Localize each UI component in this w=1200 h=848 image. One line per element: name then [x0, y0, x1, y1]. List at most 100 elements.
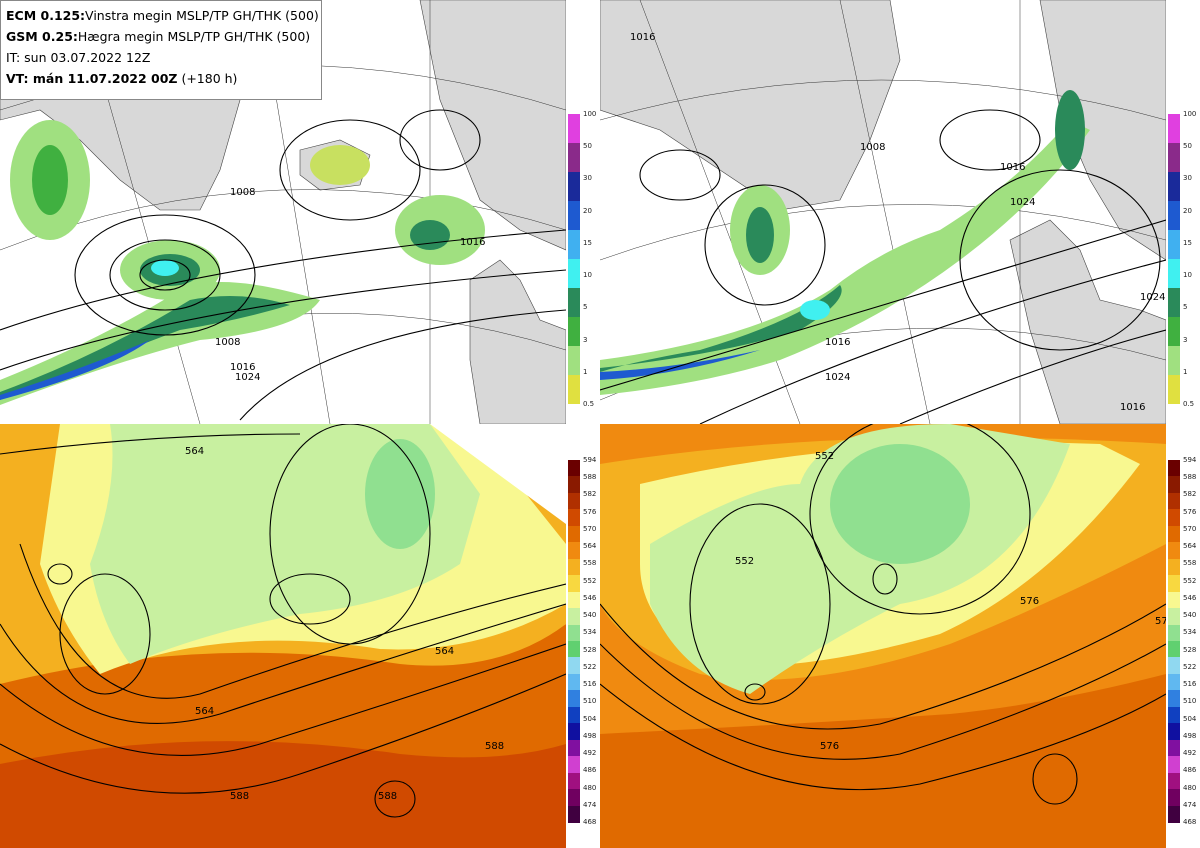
isobar-label: 1024	[1010, 197, 1035, 208]
precip-band-green	[600, 120, 1090, 395]
thickness-colorbar: 594 588 582 576 570 564 558 552 546 540 534 528 522 5…	[568, 456, 598, 826]
precip-swatch	[1168, 230, 1180, 259]
isobar-label: 1008	[230, 187, 255, 198]
thickness-swatch	[568, 739, 580, 757]
thickness-swatch	[568, 542, 580, 560]
thickness-swatch	[568, 706, 580, 724]
precip-tick-label: 30	[1183, 174, 1192, 183]
thickness-tick-label: 558	[583, 559, 597, 568]
height-label: 564	[195, 706, 214, 717]
scandinavia-land	[419, 0, 566, 251]
thickness-tick-label: 516	[583, 680, 597, 689]
thickness-swatch	[568, 558, 580, 576]
thickness-tick-label: 576	[583, 507, 597, 516]
thickness-swatch	[1168, 673, 1180, 691]
thickness-tick-label: 474	[1183, 800, 1197, 809]
thickness-swatch	[1168, 739, 1180, 757]
isobar-label: 1016	[1000, 162, 1025, 173]
precip-core-cyan	[800, 300, 830, 320]
isobar-label: 1024	[235, 372, 260, 383]
thickness-tick-label: 594	[1183, 456, 1197, 464]
thickness-swatch	[1168, 542, 1180, 560]
thk-white-nw	[430, 424, 566, 524]
precip-tick-label: 30	[583, 174, 592, 183]
thickness-swatch	[568, 723, 580, 741]
precip-colorbar: 100 50 30 20 15 10 5 3 1 0.5	[568, 110, 598, 408]
british-isles-land	[469, 259, 566, 424]
isobar-label: 1016	[230, 362, 255, 373]
british-isles-land	[1009, 219, 1166, 424]
precip-band-dark	[0, 296, 290, 400]
height-label: 552	[815, 451, 834, 462]
gsm-mslp-precip-map: 1016 1008 1016 1024 1016 1024 1016 1024	[600, 0, 1166, 424]
thickness-swatch	[568, 575, 580, 593]
thickness-swatch	[568, 525, 580, 543]
precip-swatch	[568, 201, 580, 230]
precip-swatch	[568, 346, 580, 375]
thickness-tick-label: 510	[1183, 697, 1197, 706]
precip-swatch	[1168, 346, 1180, 375]
precip-tick-label: 100	[583, 110, 597, 118]
thickness-tick-label: 594	[583, 456, 597, 464]
thickness-swatch	[568, 772, 580, 790]
height-label: 564	[185, 446, 204, 457]
thickness-tick-label: 486	[583, 766, 597, 775]
thickness-swatch	[1168, 772, 1180, 790]
precip-scandinavia	[1055, 90, 1085, 170]
thickness-tick-label: 558	[1183, 559, 1197, 568]
precip-swatch	[1168, 201, 1180, 230]
thickness-swatch	[1168, 789, 1180, 807]
isobar-label: 1024	[1140, 292, 1165, 303]
thickness-tick-label: 492	[1183, 749, 1197, 758]
thickness-swatch	[568, 608, 580, 626]
thickness-swatch	[1168, 624, 1180, 642]
thickness-swatch	[568, 756, 580, 774]
ecm-model-label: ECM 0.125:	[6, 8, 86, 23]
thickness-swatch	[1168, 723, 1180, 741]
thickness-swatch	[1168, 657, 1180, 675]
thickness-swatch	[1168, 690, 1180, 708]
precip-swatch	[1168, 288, 1180, 317]
precip-tick-label: 5	[583, 303, 588, 312]
thickness-swatch	[1168, 525, 1180, 543]
precip-tick-label: 50	[1183, 142, 1192, 151]
precip-tick-label: 10	[583, 271, 592, 280]
precip-tick-label: 3	[1183, 335, 1188, 344]
thickness-tick-label: 546	[1183, 593, 1197, 602]
thickness-tick-label: 546	[583, 593, 597, 602]
precip-tick-label: 20	[1183, 206, 1192, 215]
precip-colorbar: 100 50 30 20 15 10 5 3 1 0.5	[1168, 110, 1198, 408]
thickness-tick-label: 504	[583, 714, 597, 723]
thickness-swatch	[1168, 492, 1180, 510]
isobar-label: 1016	[630, 32, 655, 43]
precip-swatch	[568, 230, 580, 259]
precip-swatch	[1168, 259, 1180, 288]
thickness-tick-label: 552	[583, 576, 597, 585]
thk-green-dark	[365, 439, 435, 549]
thickness-tick-label: 498	[1183, 731, 1197, 740]
thickness-swatch	[568, 460, 580, 477]
isobar-label: 1016	[825, 337, 850, 348]
precip-tick-label: 5	[1183, 303, 1188, 312]
precip-swatch	[1168, 114, 1180, 143]
thickness-tick-label: 540	[583, 611, 597, 620]
thickness-swatch	[1168, 460, 1180, 477]
thickness-tick-label: 552	[1183, 576, 1197, 585]
thickness-tick-label: 522	[1183, 662, 1197, 671]
thickness-swatch	[568, 805, 580, 823]
thickness-swatch	[1168, 509, 1180, 527]
ecm-desc: Vinstra megin MSLP/TP GH/THK (500)	[85, 8, 319, 23]
gsm-model-label: GSM 0.25:	[6, 29, 78, 44]
isobar-label: 1024	[825, 372, 850, 383]
precip-tick-label: 1	[1183, 367, 1188, 376]
lead-time: (+180 h)	[181, 71, 238, 86]
precip-swatch	[568, 172, 580, 201]
precip-swatch	[568, 288, 580, 317]
thickness-tick-label: 564	[583, 542, 597, 551]
thickness-swatch	[568, 789, 580, 807]
thickness-tick-label: 528	[1183, 645, 1197, 654]
precip-swatch	[1168, 375, 1180, 404]
precip-tick-label: 20	[583, 206, 592, 215]
precip-tick-label: 100	[1183, 110, 1197, 118]
precip-swatch	[1168, 317, 1180, 346]
